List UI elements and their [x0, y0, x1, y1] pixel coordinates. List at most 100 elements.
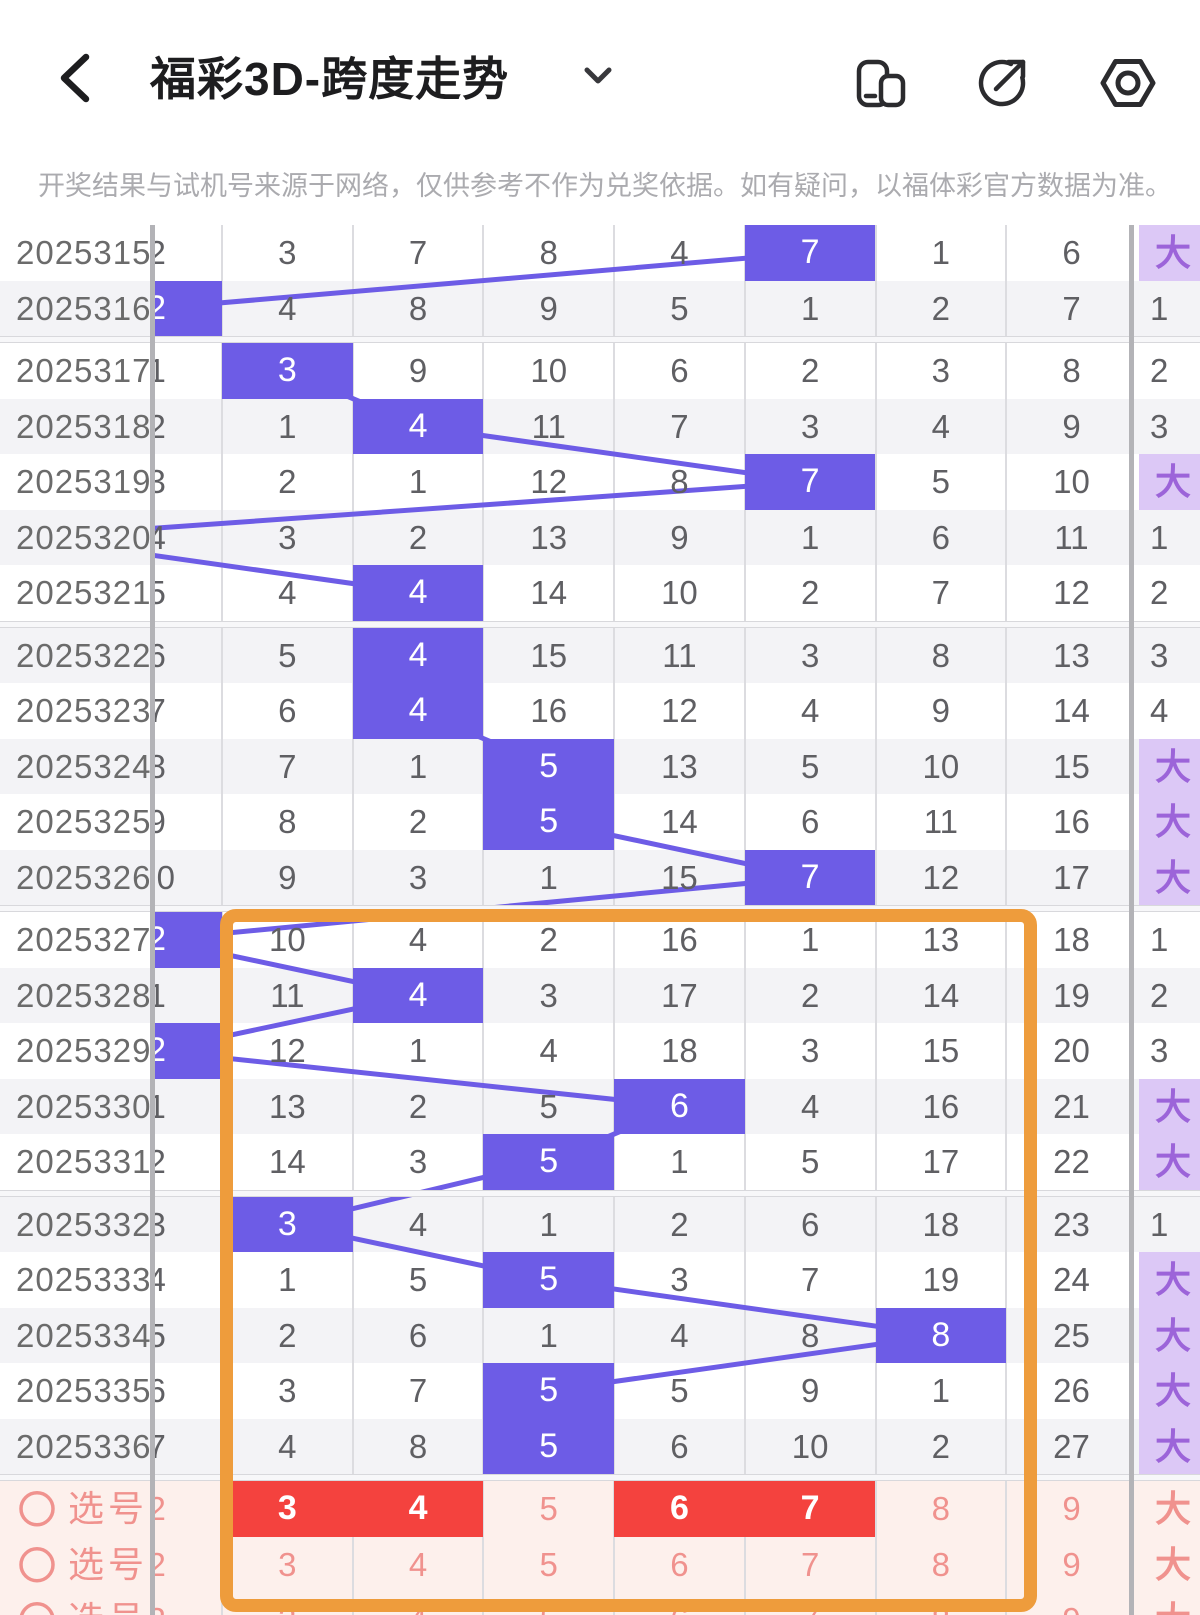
- issue-cell: 2025318: [0, 398, 152, 454]
- issue-cell: 2025320: [0, 509, 152, 565]
- issue-cell: 2025333: [0, 1252, 152, 1308]
- select-stat-cell[interactable]: 大: [1155, 1543, 1192, 1585]
- stat-cell-miss: 2: [1150, 976, 1169, 1014]
- issue-cell: 2025328: [0, 967, 152, 1023]
- issue-label: 2025317: [16, 352, 152, 389]
- radio-icon[interactable]: [0, 1481, 152, 1537]
- issue-label: 2025315: [16, 234, 152, 271]
- group-separator: [0, 1474, 1200, 1481]
- stat-cell-miss: 1: [1150, 1205, 1169, 1243]
- issue-label: 2025318: [16, 407, 152, 445]
- miss-cell: 11: [1054, 518, 1089, 556]
- stat-cell-big: 大: [1139, 849, 1200, 905]
- disclaimer-text: 开奖结果与试机号来源于网络，仅供参考不作为兑奖依据。如有疑问，以福体彩官方数据为…: [38, 171, 1172, 201]
- select-number-cell[interactable]: 4: [408, 1545, 428, 1583]
- miss-cell: 16: [1053, 803, 1090, 840]
- stat-cell-miss: 3: [1150, 1032, 1169, 1069]
- select-number-cell[interactable]: 9: [1006, 1592, 1137, 1615]
- miss-cell: 11: [923, 803, 958, 840]
- issue-label: 2025327: [16, 921, 152, 958]
- miss-cell: 2: [408, 518, 428, 556]
- issue-label: 2025331: [16, 1143, 152, 1180]
- miss-cell: 7: [408, 234, 428, 271]
- select-number-cell-active[interactable]: 6: [614, 1481, 745, 1537]
- miss-cell: 4: [670, 234, 689, 271]
- select-number-cell[interactable]: 5: [539, 1490, 558, 1527]
- select-stat-cell[interactable]: 大: [1155, 1488, 1192, 1529]
- miss-cell: 6: [931, 518, 951, 556]
- miss-cell: 4: [800, 692, 820, 729]
- select-row-head[interactable]: 选号: [0, 1592, 152, 1615]
- miss-cell: 6: [278, 692, 297, 729]
- miss-cell: 2: [931, 289, 951, 327]
- issue-cell: 2025326: [0, 849, 152, 905]
- span-hit-cell: 4: [352, 398, 484, 454]
- select-number-cell[interactable]: 9: [1062, 1490, 1081, 1527]
- table-row: [0, 1536, 1200, 1592]
- miss-cell: 17: [1053, 858, 1090, 896]
- select-number-cell[interactable]: 6: [670, 1545, 689, 1583]
- issue-label: 2025333: [16, 1261, 152, 1298]
- select-row-head[interactable]: 选号: [0, 1536, 152, 1593]
- select-number-cell-active[interactable]: 7: [744, 1481, 876, 1537]
- radio-icon[interactable]: [0, 1592, 152, 1615]
- chevron-down-icon[interactable]: [584, 67, 612, 84]
- select-number-cell-active[interactable]: 4: [352, 1481, 484, 1537]
- issue-cell: 2025329: [0, 1023, 152, 1079]
- span-hit-cell: 5: [483, 794, 615, 850]
- miss-cell: 9: [278, 858, 297, 896]
- issue-cell: 2025323: [0, 683, 152, 739]
- miss-cell: 4: [278, 574, 297, 611]
- miss-cell: 13: [530, 518, 568, 556]
- issue-label: 2025334: [16, 1316, 152, 1354]
- issue-label: 2025325: [16, 803, 152, 840]
- frozen-column-divider: [149, 225, 155, 1615]
- issue-label: 2025316: [16, 289, 152, 327]
- issue-label: 2025321: [16, 574, 152, 611]
- page-title: 福彩3D-跨度走势: [150, 53, 510, 105]
- radio-icon[interactable]: [0, 1537, 152, 1593]
- issue-label: 2025323: [16, 692, 152, 729]
- select-stat-cell[interactable]: 大: [1139, 1592, 1200, 1615]
- stat-cell-miss: 1: [1150, 289, 1169, 327]
- miss-cell: 9: [670, 518, 689, 556]
- select-row-head[interactable]: 选号: [0, 1481, 152, 1537]
- miss-cell: 5: [278, 636, 297, 674]
- stat-cell-miss: 3: [1150, 407, 1169, 445]
- miss-cell: 19: [1053, 976, 1090, 1014]
- select-number-cell[interactable]: 8: [931, 1490, 951, 1527]
- share-icon[interactable]: [978, 59, 1026, 107]
- miss-cell: 26: [1053, 1372, 1090, 1409]
- stat-cell-big: 大: [1139, 1363, 1200, 1419]
- miss-cell: 7: [1062, 289, 1081, 327]
- select-number-cell[interactable]: 7: [800, 1545, 820, 1583]
- select-number-cell[interactable]: 9: [1062, 1545, 1081, 1583]
- miss-cell: 23: [1053, 1205, 1090, 1243]
- miss-cell: 13: [1053, 636, 1090, 674]
- miss-cell: 1: [278, 407, 297, 445]
- span-hit-cell: 4: [352, 627, 484, 683]
- stat-cell-miss: 1: [1150, 921, 1169, 958]
- group-separator: [0, 336, 1200, 343]
- miss-cell: 1: [800, 289, 820, 327]
- miss-cell: 24: [1053, 1261, 1090, 1298]
- select-number-cell[interactable]: 3: [278, 1545, 297, 1583]
- multiwindow-icon[interactable]: [856, 59, 906, 108]
- miss-cell: 1: [800, 518, 820, 556]
- issue-label: 2025335: [16, 1372, 152, 1409]
- select-number-cell[interactable]: 8: [931, 1545, 951, 1583]
- miss-cell: 14: [1053, 692, 1090, 729]
- select-row-label: 选号: [68, 1543, 149, 1585]
- stat-cell-miss: 2: [1150, 574, 1169, 611]
- select-number-cell[interactable]: 5: [539, 1545, 558, 1583]
- select-number-cell-active[interactable]: 3: [222, 1481, 353, 1537]
- table-row: [0, 1481, 1200, 1537]
- navbar: 福彩3D-跨度走势: [0, 0, 1200, 140]
- miss-cell: 3: [931, 352, 951, 389]
- span-hit-cell: 3: [222, 343, 353, 399]
- back-icon[interactable]: [60, 53, 90, 103]
- settings-nut-icon[interactable]: [1100, 59, 1156, 107]
- stat-cell-big: 大: [1139, 738, 1200, 794]
